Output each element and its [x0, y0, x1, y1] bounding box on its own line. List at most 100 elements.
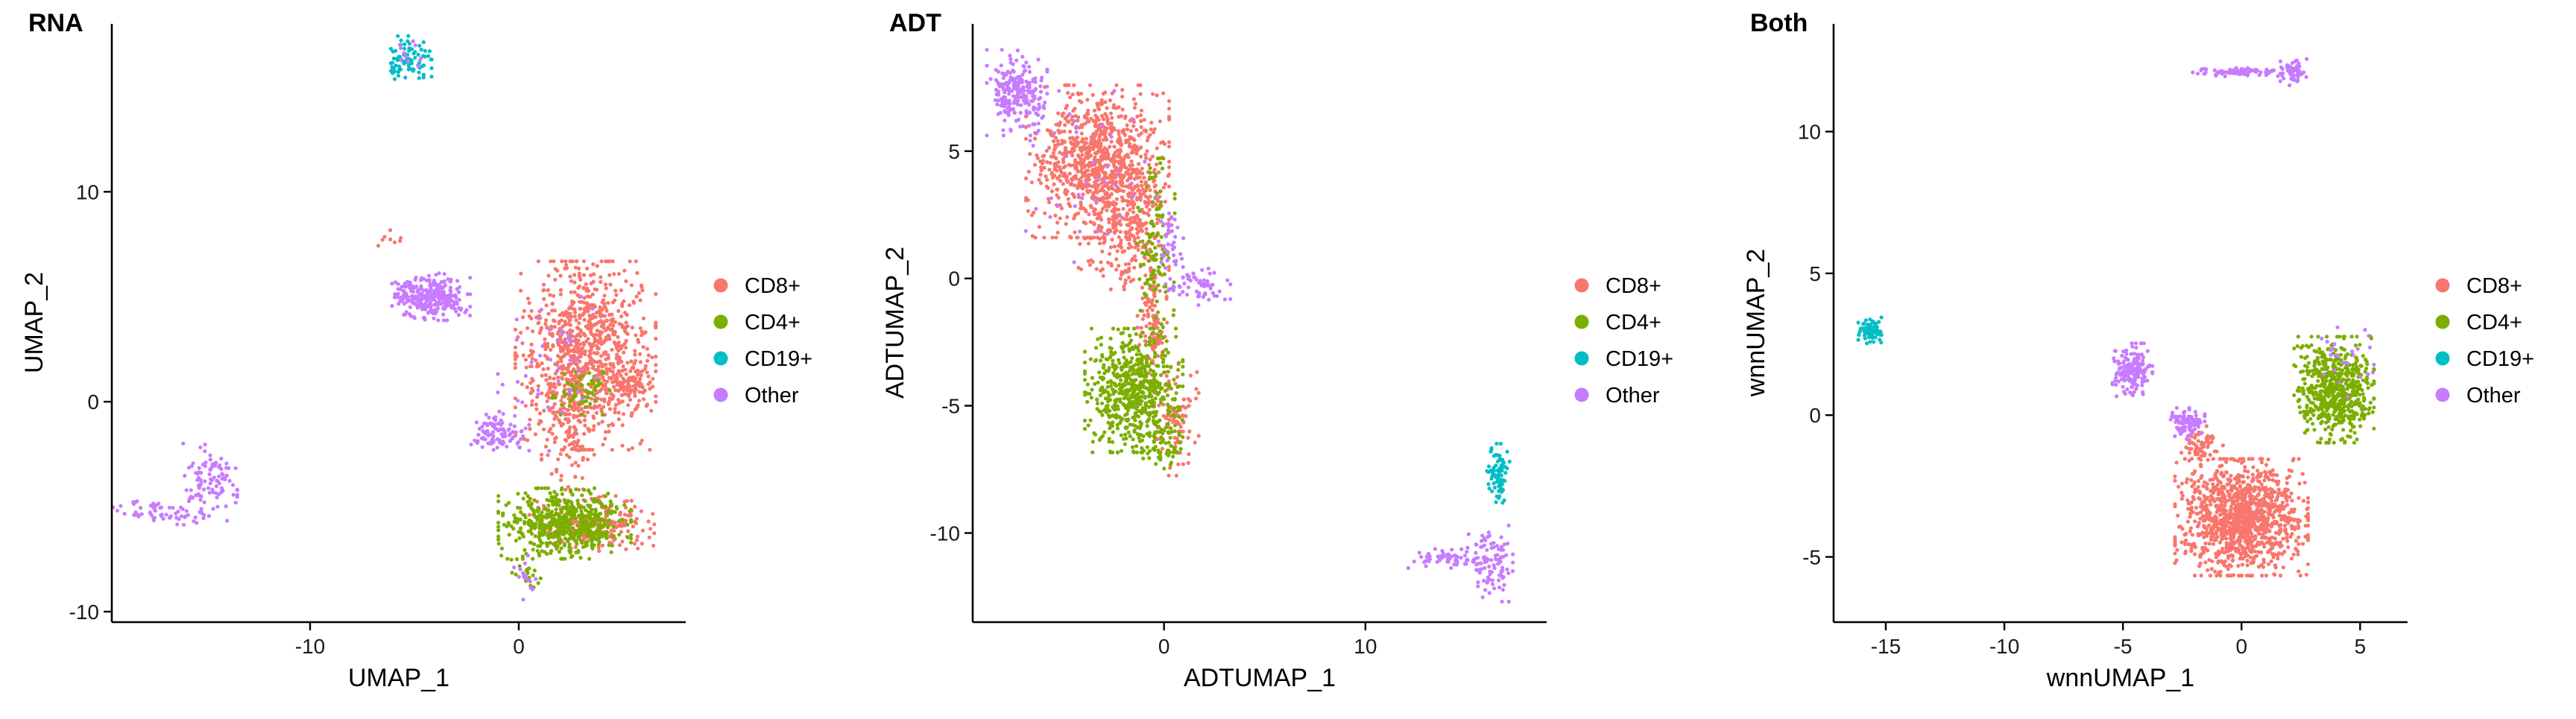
- data-point: [1094, 186, 1098, 190]
- data-point: [1111, 170, 1114, 174]
- data-point: [1096, 168, 1099, 171]
- data-point: [569, 399, 572, 402]
- data-point: [417, 64, 420, 68]
- data-point: [1138, 308, 1142, 312]
- data-point: [1140, 125, 1143, 129]
- data-point: [236, 495, 239, 498]
- data-point: [610, 348, 613, 352]
- data-point: [1113, 381, 1117, 385]
- data-point: [1147, 405, 1151, 409]
- data-point: [593, 536, 597, 540]
- data-point: [1034, 235, 1038, 239]
- data-point: [1144, 343, 1148, 347]
- data-point: [602, 304, 606, 308]
- data-point: [1148, 431, 1152, 434]
- data-point: [475, 420, 479, 424]
- data-point: [562, 532, 566, 536]
- data-point: [1175, 474, 1178, 478]
- data-point: [1173, 197, 1177, 200]
- data-point: [534, 432, 537, 436]
- data-point: [1058, 168, 1062, 171]
- data-point: [1108, 346, 1111, 349]
- data-point: [1055, 123, 1058, 127]
- data-point: [540, 344, 544, 348]
- data-point: [640, 283, 643, 287]
- data-point: [1114, 180, 1118, 184]
- data-point: [473, 439, 476, 443]
- data-point: [537, 517, 541, 521]
- data-point: [604, 430, 607, 434]
- data-point: [399, 296, 402, 300]
- data-point: [1081, 192, 1085, 196]
- data-point: [1096, 217, 1099, 221]
- data-point: [546, 544, 549, 548]
- data-point: [406, 60, 410, 63]
- data-point: [604, 350, 607, 354]
- data-point: [203, 443, 207, 446]
- data-point: [1171, 454, 1175, 458]
- data-point: [413, 50, 417, 54]
- data-point: [1144, 411, 1148, 414]
- data-point: [586, 533, 590, 537]
- data-point: [1148, 189, 1152, 192]
- data-point: [1080, 166, 1084, 170]
- data-point: [568, 404, 572, 408]
- data-point: [210, 488, 214, 492]
- data-point: [1069, 183, 1073, 186]
- data-point: [1165, 339, 1169, 343]
- data-point: [1161, 350, 1164, 354]
- data-point: [1080, 175, 1084, 179]
- data-point: [496, 538, 500, 542]
- data-point: [1128, 242, 1131, 246]
- data-point: [620, 393, 624, 397]
- data-point: [565, 346, 569, 350]
- data-point: [1172, 280, 1175, 284]
- data-point: [1182, 414, 1186, 417]
- data-point: [584, 399, 588, 403]
- data-point: [1167, 145, 1171, 148]
- data-point: [1120, 88, 1124, 92]
- data-point: [1162, 186, 1166, 189]
- data-point: [1123, 288, 1126, 291]
- data-point: [1050, 235, 1054, 239]
- data-point: [1164, 200, 1167, 203]
- data-point: [1026, 209, 1030, 213]
- x-axis-title: UMAP_1: [348, 664, 449, 692]
- data-point: [542, 409, 546, 413]
- data-point: [1076, 136, 1079, 139]
- data-point: [1137, 162, 1140, 166]
- data-point: [514, 405, 517, 409]
- data-point: [430, 309, 434, 313]
- data-point: [135, 499, 139, 503]
- data-point: [557, 529, 561, 533]
- data-point: [596, 351, 599, 355]
- data-point: [556, 457, 560, 461]
- data-point: [1056, 139, 1060, 143]
- data-point: [534, 408, 538, 411]
- data-point: [640, 542, 644, 545]
- data-point: [1152, 374, 1156, 378]
- data-point: [1092, 191, 1096, 194]
- data-point: [1130, 356, 1134, 360]
- data-point: [1127, 431, 1131, 434]
- data-point: [1143, 314, 1146, 317]
- y-tick-label: 0: [87, 390, 99, 414]
- data-point: [1139, 424, 1143, 428]
- data-point: [1087, 241, 1090, 245]
- data-point: [225, 519, 229, 522]
- data-point: [399, 46, 402, 50]
- data-point: [530, 343, 534, 346]
- data-point: [469, 443, 473, 446]
- data-point: [985, 81, 988, 85]
- data-point: [525, 567, 529, 571]
- data-point: [569, 343, 573, 346]
- data-point: [559, 288, 563, 292]
- data-point: [1089, 357, 1093, 361]
- data-point: [1103, 100, 1107, 104]
- data-point: [408, 46, 411, 50]
- data-point: [640, 288, 644, 292]
- data-point: [573, 311, 577, 314]
- data-point: [221, 473, 224, 477]
- data-point: [1044, 174, 1047, 178]
- data-point: [1100, 402, 1104, 405]
